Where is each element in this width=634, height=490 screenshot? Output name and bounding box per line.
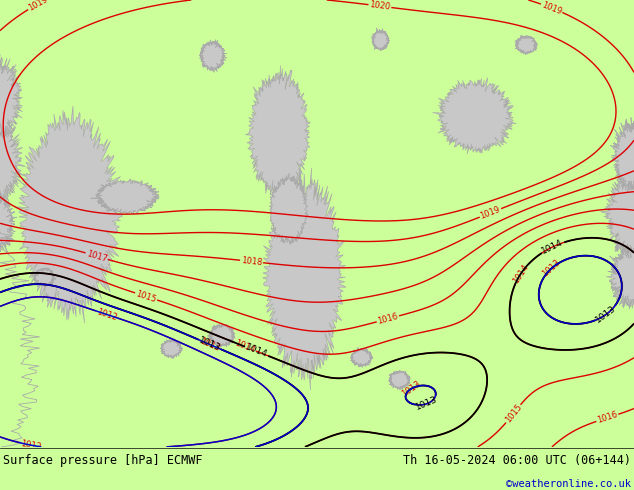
Text: 1014: 1014	[244, 343, 269, 360]
Text: 1013: 1013	[594, 304, 618, 325]
Text: 1018: 1018	[241, 256, 262, 267]
Text: 1014: 1014	[234, 339, 257, 355]
Polygon shape	[0, 112, 25, 211]
Text: 1019: 1019	[479, 205, 502, 221]
Polygon shape	[15, 106, 123, 323]
Polygon shape	[515, 35, 538, 55]
Text: 1013: 1013	[400, 379, 423, 398]
Text: 1015: 1015	[503, 403, 524, 425]
Text: 1012: 1012	[20, 439, 42, 451]
Polygon shape	[262, 165, 346, 390]
Polygon shape	[245, 66, 310, 198]
Polygon shape	[200, 40, 227, 73]
Text: 1019: 1019	[27, 0, 49, 13]
Polygon shape	[601, 167, 634, 266]
Text: 1019: 1019	[540, 0, 563, 16]
Text: 1020: 1020	[369, 0, 391, 12]
Polygon shape	[606, 244, 634, 312]
Text: 1013: 1013	[415, 395, 439, 412]
Text: 1012: 1012	[95, 307, 118, 322]
Polygon shape	[33, 268, 56, 287]
Polygon shape	[208, 324, 235, 347]
Text: Th 16-05-2024 06:00 UTC (06+144): Th 16-05-2024 06:00 UTC (06+144)	[403, 454, 631, 467]
Text: 1015: 1015	[135, 289, 157, 304]
Polygon shape	[0, 54, 23, 143]
Text: 1016: 1016	[596, 410, 619, 425]
Text: 1013: 1013	[198, 336, 221, 353]
Polygon shape	[0, 192, 17, 259]
Text: 1017: 1017	[85, 249, 108, 264]
Text: 1013: 1013	[541, 258, 562, 279]
Polygon shape	[91, 179, 159, 215]
Polygon shape	[351, 347, 373, 368]
Text: 1014: 1014	[540, 238, 565, 256]
Polygon shape	[610, 117, 634, 195]
Text: 1016: 1016	[377, 312, 399, 326]
Polygon shape	[389, 370, 410, 390]
Polygon shape	[269, 173, 308, 245]
Text: 1013: 1013	[197, 336, 222, 353]
Polygon shape	[432, 78, 516, 154]
Text: ©weatheronline.co.uk: ©weatheronline.co.uk	[506, 479, 631, 489]
Text: Surface pressure [hPa] ECMWF: Surface pressure [hPa] ECMWF	[3, 454, 203, 467]
Polygon shape	[372, 28, 390, 51]
Polygon shape	[160, 339, 183, 359]
Text: 1014: 1014	[512, 262, 531, 285]
